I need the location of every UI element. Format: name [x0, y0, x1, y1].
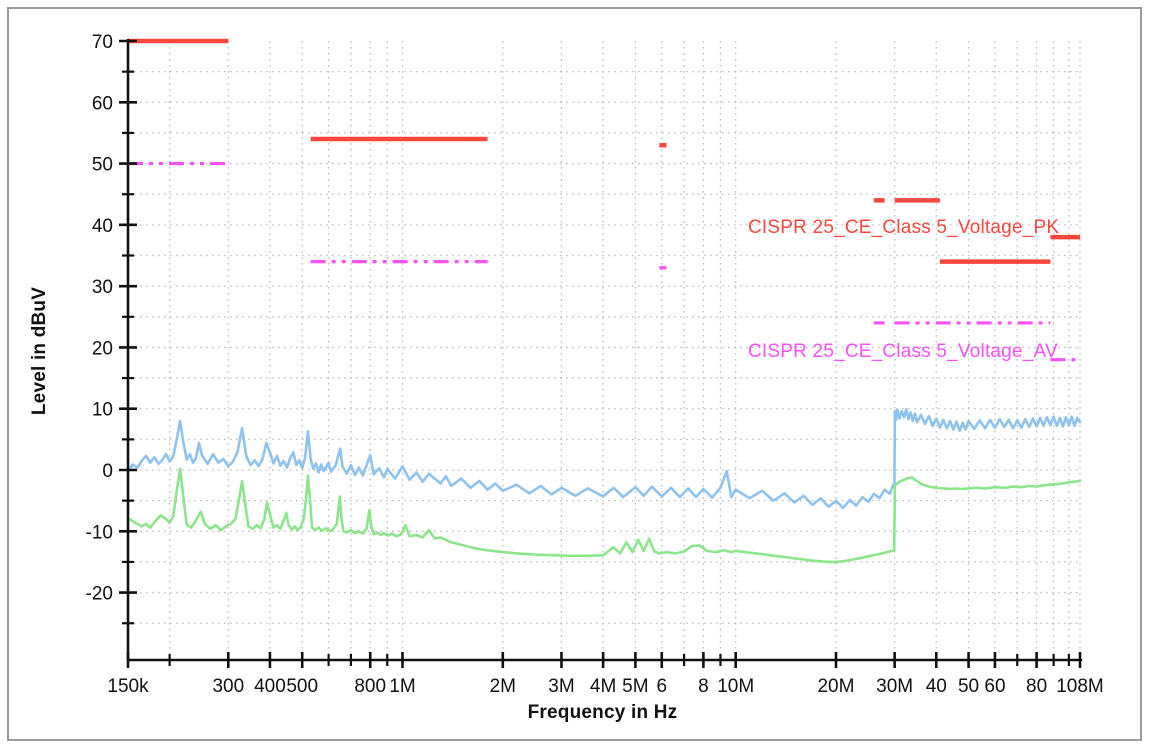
- y-tick-label: 0: [102, 461, 113, 482]
- grid: [128, 41, 1081, 660]
- x-axis-ticks: 150k 300 400 500 800 1M 2M 3M 4M 5M 6 8 10M 20M 30M 40 5…: [107, 652, 1104, 697]
- x-tick-label: 800: [354, 676, 386, 697]
- x-tick-label: 10M: [717, 676, 754, 697]
- x-axis-title: Frequency in Hz: [0, 702, 1149, 724]
- pk-limit-label: CISPR 25_CE_Class 5_Voltage_PK: [748, 217, 1060, 238]
- axes: [126, 39, 1082, 662]
- x-tick-label: 4M: [590, 676, 616, 697]
- x-tick-label: 500: [286, 676, 318, 697]
- y-tick-label: 30: [92, 277, 113, 298]
- x-tick-label: 300: [212, 676, 244, 697]
- x-tick-label: 5M: [622, 676, 648, 697]
- av-limit-line: [128, 161, 1080, 362]
- y-tick-label: -20: [86, 584, 113, 605]
- y-tick-label: 40: [92, 216, 113, 237]
- y-tick-label: 20: [92, 338, 113, 359]
- y-tick-label: 60: [92, 93, 113, 114]
- x-tick-label: 8: [698, 676, 709, 697]
- y-tick-label: 10: [92, 400, 113, 421]
- x-tick-label: 6: [656, 676, 667, 697]
- x-tick-label: 30M: [876, 676, 913, 697]
- x-tick-label: 20M: [817, 676, 854, 697]
- x-tick-label: 1M: [389, 676, 415, 697]
- x-axis-title-text: Frequency in Hz: [527, 702, 678, 723]
- av-limit-label: CISPR 25_CE_Class 5_Voltage_AV: [748, 341, 1058, 362]
- pk-limit-line: [128, 38, 1080, 264]
- x-tick-label: 40: [926, 676, 947, 697]
- y-tick-label: 70: [92, 32, 113, 53]
- x-tick-label: 80: [1026, 676, 1047, 697]
- y-tick-label: -10: [86, 522, 113, 543]
- x-tick-label: 60: [984, 676, 1005, 697]
- average-measurement-trace: [126, 467, 1082, 564]
- x-tick-label: 400: [254, 676, 286, 697]
- peak-measurement-trace: [126, 407, 1082, 510]
- x-tick-label: 108M: [1056, 676, 1104, 697]
- y-tick-label: 50: [92, 155, 113, 176]
- x-tick-label: 150k: [107, 676, 149, 697]
- x-tick-label: 3M: [548, 676, 574, 697]
- y-axis-ticks: 70 60 50 40 30 20 10 0 -10 -20: [86, 32, 137, 625]
- chart-frame: [7, 7, 1142, 741]
- x-tick-label: 50: [958, 676, 979, 697]
- x-tick-label: 2M: [490, 676, 516, 697]
- y-axis-title: Level in dBuV: [29, 286, 50, 416]
